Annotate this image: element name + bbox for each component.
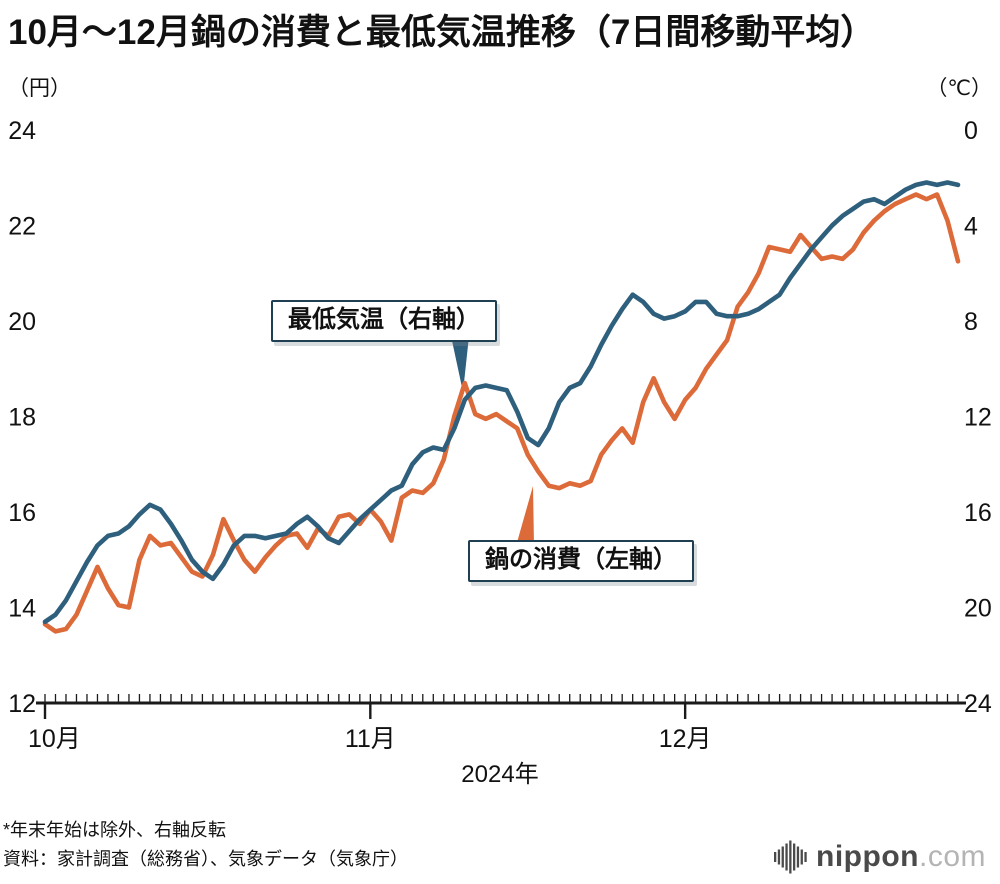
right-axis-tick-label: 12 [964, 404, 992, 432]
left-axis-unit-label: （円） [8, 77, 71, 100]
logo-tld: .com [918, 840, 986, 873]
left-axis-tick-label: 16 [8, 499, 36, 527]
x-axis-month-label: 11月 [345, 725, 396, 753]
nabe-consumption-line [42, 192, 961, 634]
x-axis-month-ticks-labels: 10月 11月 12月 [28, 703, 712, 753]
annotation-min-temperature: 最低気温（右軸） [271, 300, 497, 342]
x-axis-daily-ticks [44, 694, 959, 702]
left-axis-tick-label: 12 [8, 690, 36, 718]
right-axis-tick-label: 0 [964, 117, 978, 145]
nippon-logo-text: nippon.com [816, 840, 986, 874]
left-axis-tick-label: 24 [8, 117, 36, 145]
chart-title: 10月〜12月鍋の消費と最低気温推移（7日間移動平均） [8, 13, 876, 52]
left-axis-tick-label: 14 [8, 595, 36, 623]
right-axis-unit-label: （℃） [926, 77, 992, 100]
logo-name: nippon [816, 840, 919, 873]
left-axis-tick-label: 18 [8, 404, 36, 432]
annotation-nabe-consumption: 鍋の消費（左軸） [468, 540, 694, 582]
left-axis-tick-label: 20 [8, 308, 36, 336]
footnote-note: *年末年始は除外、右軸反転 [3, 820, 227, 840]
right-axis-tick-label: 24 [964, 690, 992, 718]
footnotes: *年末年始は除外、右軸反転 資料：家計調査（総務省）、気象データ（気象庁） [3, 816, 408, 874]
right-axis-tick-label: 8 [964, 308, 978, 336]
nippon-logo: nippon.com [773, 838, 986, 876]
right-axis-tick-label: 16 [964, 499, 992, 527]
left-axis-tick-label: 22 [8, 213, 36, 241]
right-axis-tick-label: 20 [964, 595, 992, 623]
x-axis-month-label: 10月 [28, 725, 81, 753]
x-axis-month-label: 12月 [659, 725, 712, 753]
min-temperature-line [42, 180, 961, 625]
footnote-source: 資料：家計調査（総務省）、気象データ（気象庁） [3, 849, 408, 870]
annotation-pointer-temperature [451, 336, 469, 392]
annotation-pointer-nabe [516, 486, 534, 546]
soundwave-bars-icon [774, 840, 807, 874]
right-axis-tick-label: 4 [964, 213, 978, 241]
x-axis-year-label: 2024年 [461, 761, 539, 788]
